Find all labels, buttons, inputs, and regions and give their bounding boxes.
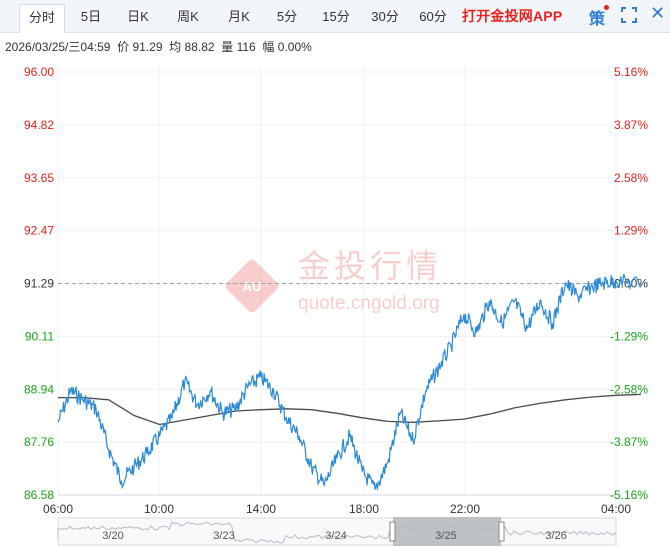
volume-value: 116 <box>236 40 256 54</box>
tab-daily-k[interactable]: 日K <box>127 9 149 24</box>
x-axis: 06:00 10:00 14:00 18:00 22:00 04:00 <box>43 502 631 516</box>
y-tick-label-right: 5.16% <box>614 65 648 79</box>
series-line-average <box>58 393 641 426</box>
strategy-icon[interactable]: 策 <box>589 11 606 28</box>
tab-weekly-k[interactable]: 周K <box>177 9 199 24</box>
date-navigator[interactable]: 3/20 3/23 3/24 3/25 3/26 <box>57 517 617 546</box>
fullscreen-icon[interactable] <box>621 7 637 23</box>
period-tab-bar: 分时 5日 日K 周K 月K 5分 15分 30分 60分 打开金投网APP 策… <box>0 0 670 33</box>
change-label: 幅 <box>262 40 275 54</box>
x-tick-label: 22:00 <box>450 502 480 516</box>
tab-5-day[interactable]: 5日 <box>80 9 102 24</box>
watermark-name: 金投行情 <box>298 247 442 285</box>
tab-60-min[interactable]: 60分 <box>419 9 447 24</box>
volume-label: 量 <box>221 40 234 54</box>
y-tick-label-right: 2.58% <box>614 171 648 185</box>
y-tick-label-left: 93.65 <box>24 171 54 185</box>
y-tick-label-left: 94.82 <box>24 118 54 132</box>
y-tick-label-left: 87.76 <box>24 435 54 449</box>
watermark-badge: AU <box>243 279 262 294</box>
x-tick-label: 06:00 <box>43 502 73 516</box>
price-value: 91.29 <box>132 40 163 54</box>
tab-monthly-k[interactable]: 月K <box>228 9 250 24</box>
y-tick-label-left: 88.94 <box>24 382 54 396</box>
navigator-selection[interactable] <box>393 517 501 546</box>
watermark: AU 金投行情 quote.cngold.org <box>225 247 442 314</box>
x-tick-label: 18:00 <box>349 502 379 516</box>
y-tick-label-left: 96.00 <box>24 65 54 79</box>
y-tick-label-left: 90.11 <box>25 329 54 343</box>
x-tick-label: 14:00 <box>246 502 276 516</box>
navigator-date-label: 3/26 <box>545 530 566 542</box>
series-line-price <box>57 273 642 490</box>
y-tick-label-right: -3.87% <box>610 435 648 449</box>
average-value: 88.82 <box>184 40 215 54</box>
watermark-url: quote.cngold.org <box>298 293 440 314</box>
navigator-overview-line <box>57 521 617 544</box>
y-tick-label-left: 91.29 <box>24 277 54 291</box>
navigator-track <box>57 517 617 546</box>
price-label: 价 <box>117 40 130 54</box>
quote-info-bar: 2026/03/25/三04:59 价 91.29 均 88.82 量 116 … <box>5 38 312 55</box>
watermark-badge-shape <box>225 259 279 313</box>
open-app-link[interactable]: 打开金投网APP <box>462 8 563 24</box>
y-tick-label-left: 92.47 <box>24 224 54 238</box>
quote-datetime: 2026/03/25/三04:59 <box>5 40 111 54</box>
navigator-left-handle[interactable] <box>389 521 396 542</box>
y-axis-left: 96.00 94.82 93.65 92.47 91.29 90.11 88.94 87.76… <box>24 65 54 502</box>
tab-15-min[interactable]: 15分 <box>322 9 350 24</box>
y-tick-label-right: -1.29% <box>610 329 648 343</box>
tab-intraday[interactable]: 分时 <box>19 4 65 33</box>
close-icon[interactable]: ✕ <box>650 3 666 23</box>
navigator-date-label: 3/25 <box>435 530 456 542</box>
y-tick-label-right: -5.16% <box>610 488 648 502</box>
tab-5-min[interactable]: 5分 <box>276 9 298 24</box>
y-tick-label-left: 86.58 <box>24 488 54 502</box>
navigator-date-label: 3/20 <box>102 530 123 542</box>
y-tick-label-right: -2.58% <box>610 382 648 396</box>
average-label: 均 <box>169 40 182 54</box>
navigator-date-label: 3/24 <box>325 530 346 542</box>
x-tick-label: 04:00 <box>601 502 631 516</box>
y-tick-label-right: 3.87% <box>614 118 648 132</box>
change-value: 0.00% <box>277 40 312 54</box>
navigator-right-handle[interactable] <box>498 521 505 542</box>
x-tick-label: 10:00 <box>144 502 174 516</box>
notification-dot <box>604 5 609 10</box>
tab-30-min[interactable]: 30分 <box>371 9 399 24</box>
navigator-date-label: 3/23 <box>213 530 234 542</box>
y-tick-label-right: 1.29% <box>614 224 648 238</box>
